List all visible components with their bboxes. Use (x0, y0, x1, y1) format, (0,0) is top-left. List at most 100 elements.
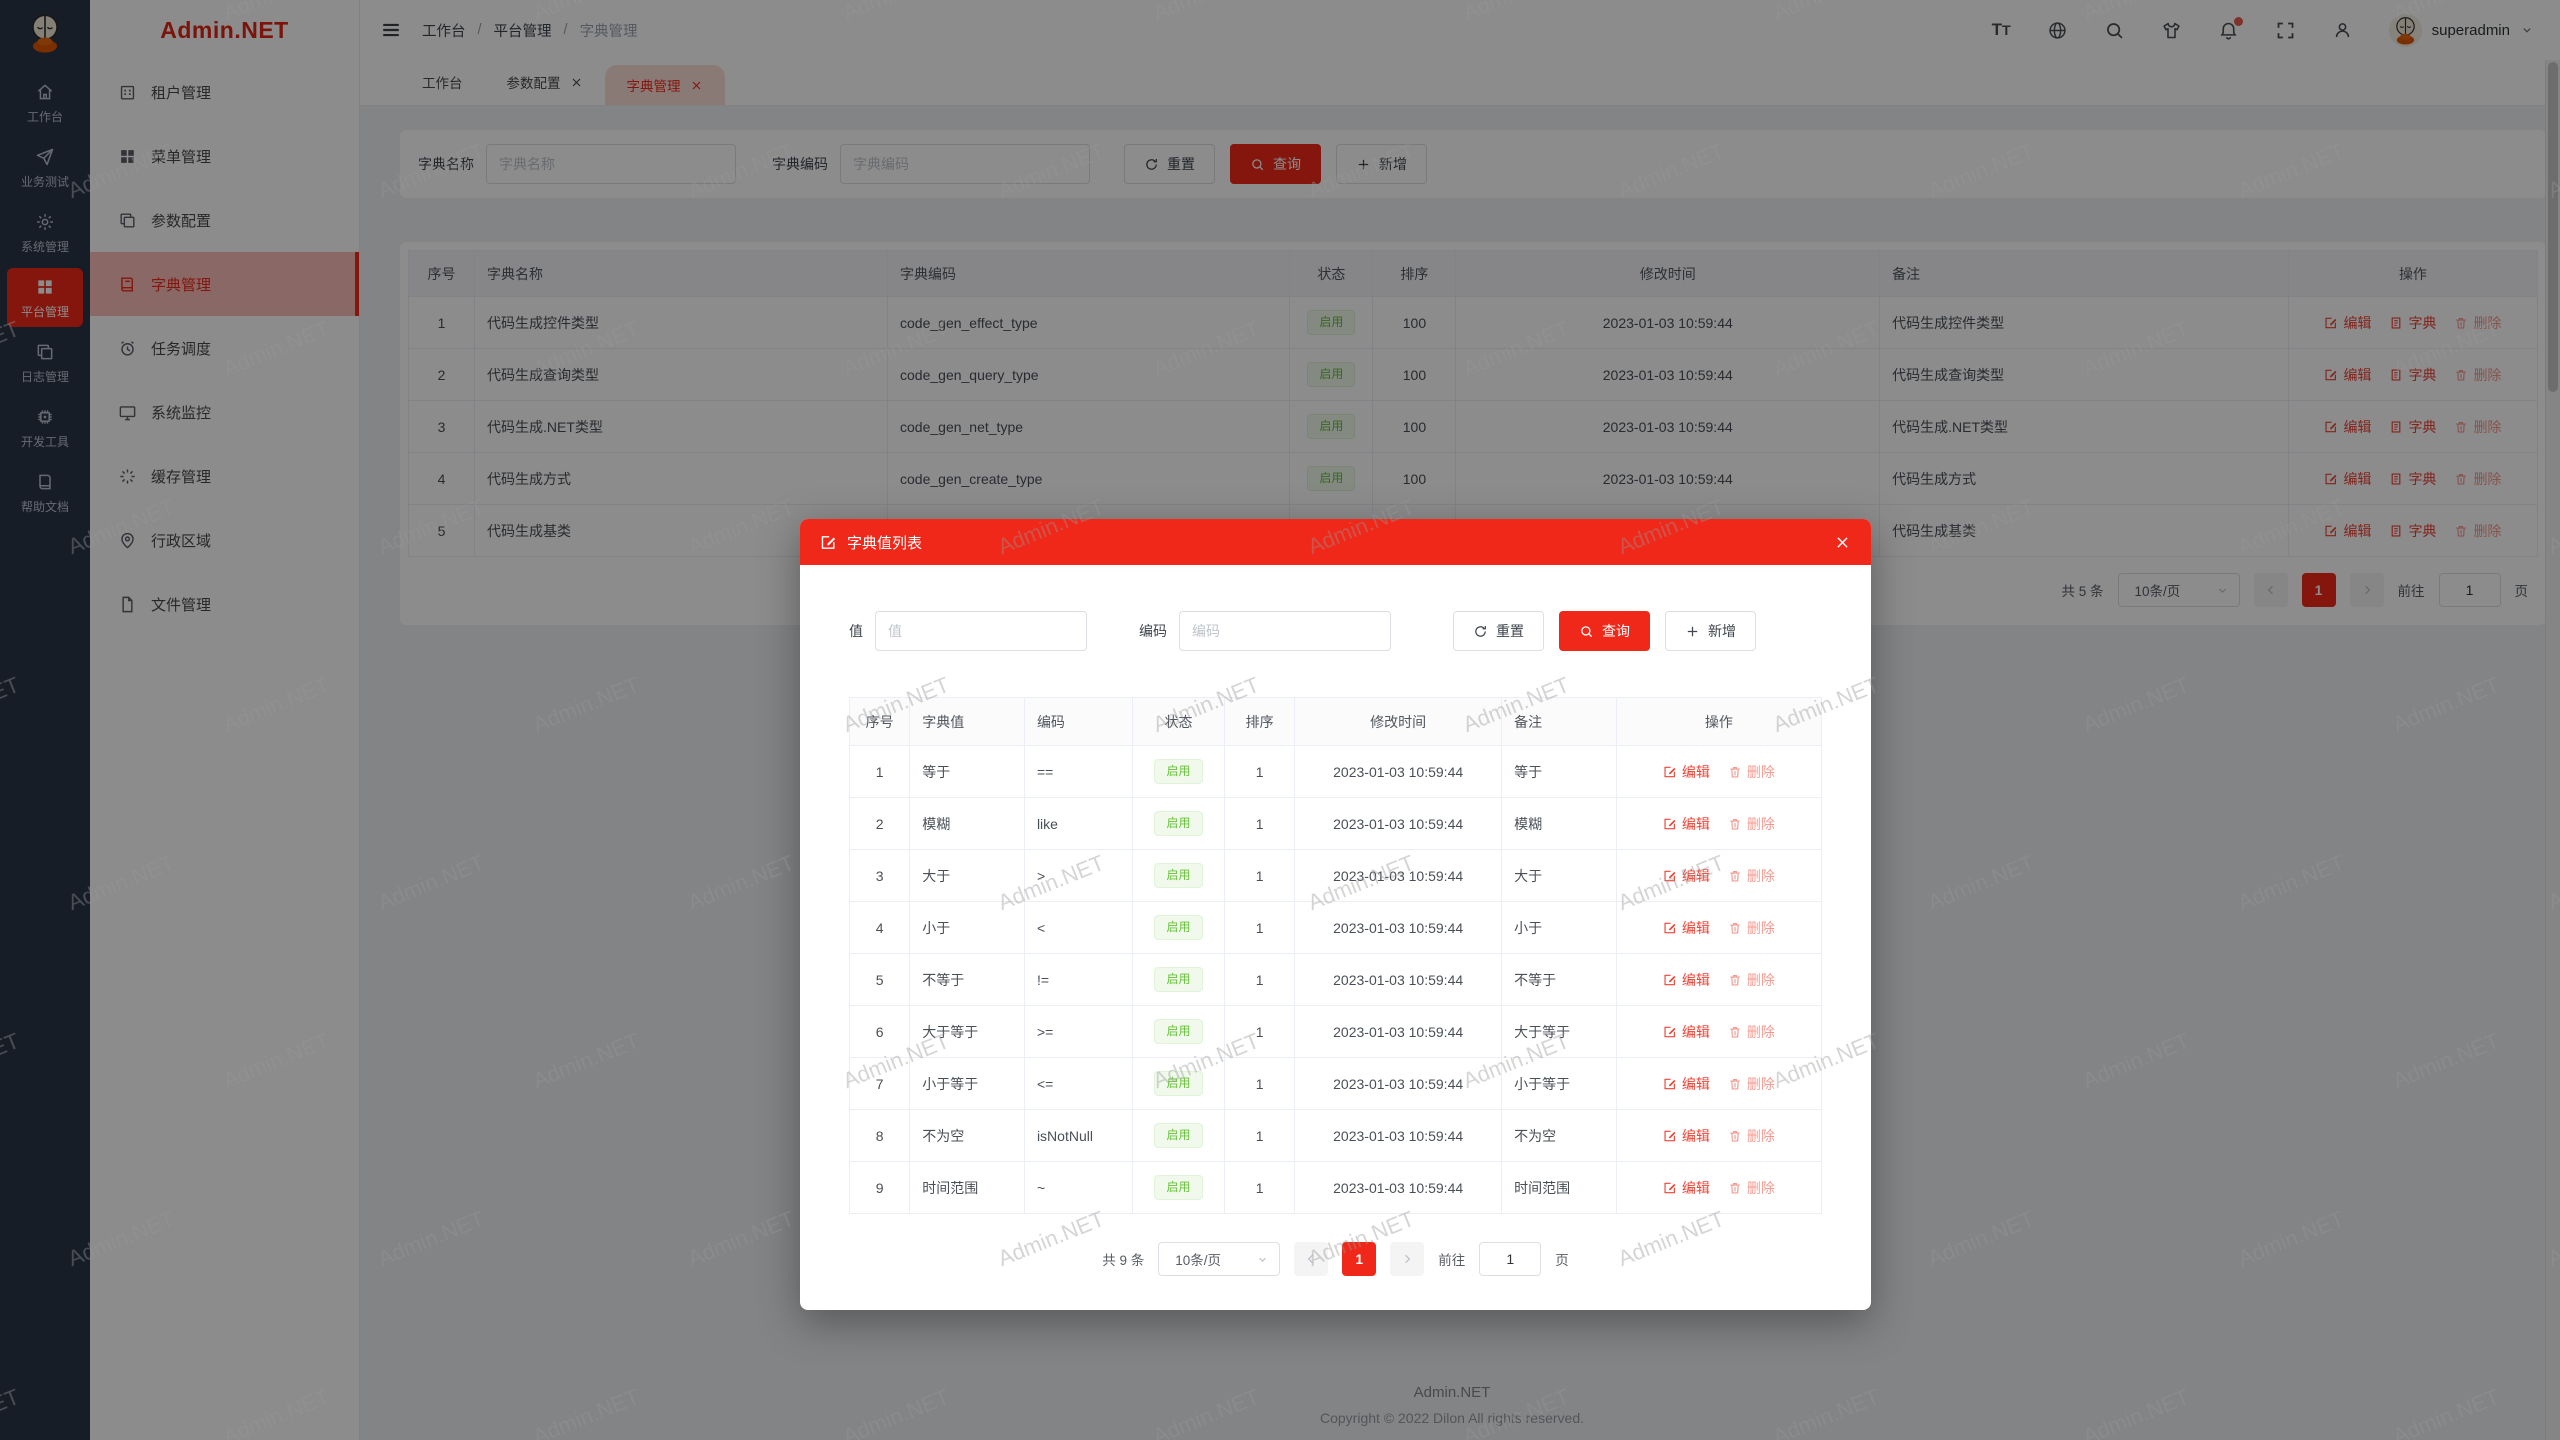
edit-link[interactable]: 编辑 (2324, 521, 2371, 541)
next-page-button[interactable] (1390, 1242, 1425, 1276)
delete-link[interactable]: 删除 (2454, 365, 2501, 385)
current-page[interactable]: 1 (2301, 573, 2336, 607)
modal-add-button[interactable]: 新增 (1665, 611, 1756, 651)
scrollbar-thumb[interactable] (2548, 62, 2558, 392)
header-toolbar: TT superadmin (1991, 13, 2534, 47)
modal-query-button[interactable]: 查询 (1559, 611, 1650, 651)
user-menu[interactable]: superadmin (2388, 13, 2534, 47)
code-input[interactable] (1179, 611, 1391, 651)
sidebar-item-params[interactable]: 参数配置 (90, 188, 359, 252)
dict-name-input[interactable] (486, 144, 736, 184)
edit-link[interactable]: 编辑 (2324, 313, 2371, 333)
delete-link[interactable]: 删除 (2454, 469, 2501, 489)
page-size-select[interactable]: 10条/页 (2117, 573, 2240, 607)
goto-page-input[interactable] (1479, 1242, 1542, 1276)
edit-link[interactable]: 编辑 (2324, 417, 2371, 437)
rail-item-business-test[interactable]: 业务测试 (7, 138, 83, 197)
delete-link[interactable]: 删除 (1728, 1126, 1775, 1146)
goto-page-input[interactable] (2438, 573, 2501, 607)
font-size-icon[interactable]: TT (1991, 19, 2011, 39)
reset-button[interactable]: 重置 (1124, 144, 1215, 184)
query-button[interactable]: 查询 (1230, 144, 1321, 184)
tab-workbench[interactable]: 工作台 (400, 59, 485, 105)
sidebar-item-label: 菜单管理 (151, 148, 212, 166)
cell-time: 2023-01-03 10:59:44 (1455, 400, 1881, 453)
rail-item-system-mgmt[interactable]: 系统管理 (7, 203, 83, 262)
delete-link[interactable]: 删除 (1728, 1022, 1775, 1042)
sidebar-item-tenant[interactable]: 租户管理 (90, 60, 359, 124)
current-page[interactable]: 1 (1342, 1242, 1377, 1276)
close-icon[interactable] (1834, 534, 1851, 551)
table-header-row: 序号 字典名称 字典编码 状态 排序 修改时间 备注 操作 (408, 250, 2539, 297)
edit-link[interactable]: 编辑 (1663, 970, 1710, 990)
edit-link[interactable]: 编辑 (1663, 1022, 1710, 1042)
cell-sort: 100 (1372, 452, 1457, 505)
dict-link[interactable]: 字典 (2389, 365, 2436, 385)
sidebar-item-region[interactable]: 行政区域 (90, 508, 359, 572)
dict-link[interactable]: 字典 (2389, 521, 2436, 541)
cell-code: isNotNull (1023, 1109, 1133, 1162)
rail-item-platform-mgmt[interactable]: 平台管理 (7, 268, 83, 327)
sidebar-item-files[interactable]: 文件管理 (90, 572, 359, 636)
breadcrumb-item[interactable]: 工作台 (422, 23, 466, 40)
breadcrumb-item[interactable]: 平台管理 (493, 23, 552, 40)
sidebar-item-cache[interactable]: 缓存管理 (90, 444, 359, 508)
dict-code-input[interactable] (840, 144, 1090, 184)
table-row: 4 代码生成方式 code_gen_create_type 启用 100 202… (408, 452, 2539, 505)
delete-link[interactable]: 删除 (1728, 918, 1775, 938)
dict-link[interactable]: 字典 (2389, 469, 2436, 489)
edit-link[interactable]: 编辑 (1663, 918, 1710, 938)
prev-page-button[interactable] (2253, 573, 2288, 607)
sidebar-item-menu[interactable]: 菜单管理 (90, 124, 359, 188)
edit-link[interactable]: 编辑 (1663, 1126, 1710, 1146)
tab-dictionary[interactable]: 字典管理 (604, 65, 725, 105)
cell-no: 2 (408, 348, 475, 401)
delete-link[interactable]: 删除 (1728, 1074, 1775, 1094)
trash-icon (1728, 1181, 1742, 1195)
delete-link[interactable]: 删除 (1728, 970, 1775, 990)
delete-link[interactable]: 删除 (2454, 417, 2501, 437)
edit-link[interactable]: 编辑 (2324, 365, 2371, 385)
page-size-value: 10条/页 (2134, 584, 2181, 599)
col-time: 修改时间 (1455, 250, 1881, 297)
sidebar-item-dictionary[interactable]: 字典管理 (90, 252, 359, 316)
rail-item-dev-tools[interactable]: 开发工具 (7, 398, 83, 457)
sidebar-item-task-schedule[interactable]: 任务调度 (90, 316, 359, 380)
scrollbar[interactable] (2545, 60, 2560, 1440)
prev-page-button[interactable] (1294, 1242, 1329, 1276)
notification-bell-icon[interactable] (2218, 16, 2243, 41)
edit-label: 编辑 (2343, 366, 2372, 383)
delete-link[interactable]: 删除 (1728, 762, 1775, 782)
modal-reset-button[interactable]: 重置 (1453, 611, 1544, 651)
edit-link[interactable]: 编辑 (1663, 1074, 1710, 1094)
dict-link[interactable]: 字典 (2389, 313, 2436, 333)
cell-name: 代码生成方式 (473, 452, 889, 505)
page-size-select[interactable]: 10条/页 (1158, 1242, 1281, 1276)
footer-brand: Admin.NET (1413, 1384, 1491, 1401)
delete-link[interactable]: 删除 (2454, 521, 2501, 541)
status-badge: 启用 (1154, 1019, 1203, 1044)
tab-params[interactable]: 参数配置 (485, 59, 605, 105)
delete-link[interactable]: 删除 (1728, 814, 1775, 834)
rail-item-help-docs[interactable]: 帮助文档 (7, 463, 83, 522)
edit-link[interactable]: 编辑 (1663, 1178, 1710, 1198)
status-badge: 启用 (1154, 863, 1203, 888)
add-button[interactable]: 新增 (1336, 144, 1427, 184)
table-row: 2 模糊 like 启用 1 2023-01-03 10:59:44 模糊 编辑… (848, 797, 1823, 850)
delete-link[interactable]: 删除 (1728, 866, 1775, 886)
next-page-button[interactable] (2349, 573, 2384, 607)
rail-item-log-mgmt[interactable]: 日志管理 (7, 333, 83, 392)
delete-link[interactable]: 删除 (1728, 1178, 1775, 1198)
cell-code: == (1023, 745, 1133, 798)
rail-item-label: 系统管理 (20, 240, 69, 254)
rail-item-workbench[interactable]: 工作台 (7, 73, 83, 132)
sidebar-item-sys-monitor[interactable]: 系统监控 (90, 380, 359, 444)
content-area: 字典名称 字典编码 重置 查询 新增 序号 字典名称 (360, 106, 2560, 1440)
edit-link[interactable]: 编辑 (2324, 469, 2371, 489)
edit-link[interactable]: 编辑 (1663, 814, 1710, 834)
value-input[interactable] (875, 611, 1087, 651)
edit-link[interactable]: 编辑 (1663, 866, 1710, 886)
edit-link[interactable]: 编辑 (1663, 762, 1710, 782)
dict-link[interactable]: 字典 (2389, 417, 2436, 437)
delete-link[interactable]: 删除 (2454, 313, 2501, 333)
